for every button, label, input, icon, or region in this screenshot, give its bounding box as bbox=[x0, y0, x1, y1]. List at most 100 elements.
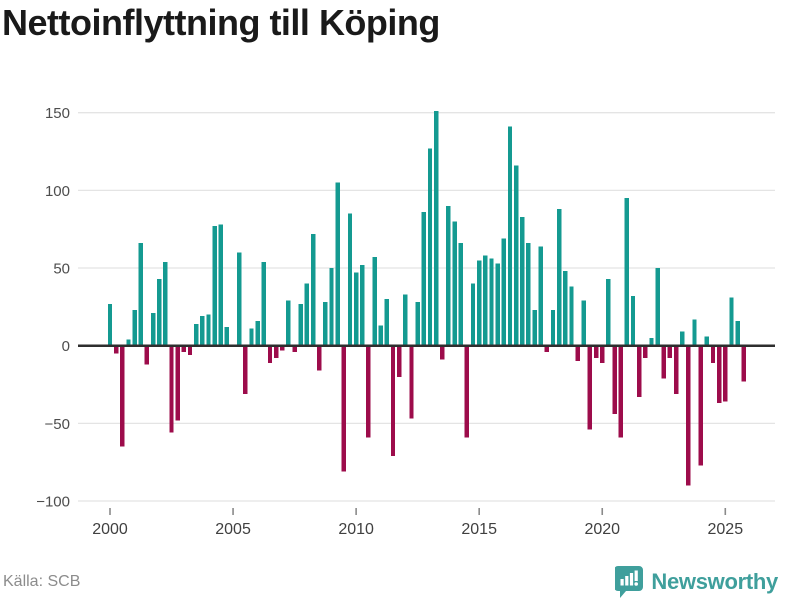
bar bbox=[686, 345, 691, 486]
bar bbox=[427, 148, 433, 346]
brand-footer: Newsworthy bbox=[615, 566, 778, 598]
bar bbox=[624, 198, 630, 346]
bar bbox=[520, 216, 525, 346]
bar bbox=[329, 268, 334, 346]
bar bbox=[243, 345, 248, 394]
bar bbox=[310, 233, 316, 346]
bar bbox=[181, 345, 187, 352]
bar bbox=[193, 323, 199, 346]
bar bbox=[120, 345, 125, 447]
bar bbox=[729, 297, 734, 346]
bar bbox=[446, 205, 451, 346]
bar bbox=[366, 345, 371, 438]
bar bbox=[280, 345, 285, 351]
bar bbox=[224, 327, 230, 346]
bar bbox=[304, 283, 310, 346]
bar bbox=[476, 260, 482, 346]
bar bbox=[218, 224, 223, 346]
bar bbox=[298, 303, 303, 346]
bar bbox=[692, 319, 697, 346]
y-tick-label: 100 bbox=[45, 183, 70, 200]
bar bbox=[661, 345, 666, 379]
bar bbox=[513, 165, 519, 346]
y-tick-label: 150 bbox=[45, 105, 70, 122]
y-axis-labels: 150 100 50 0 −50 −100 bbox=[36, 105, 70, 510]
bar bbox=[464, 345, 470, 438]
bar bbox=[415, 302, 420, 346]
bar bbox=[710, 345, 716, 363]
bar bbox=[261, 261, 267, 346]
bar bbox=[390, 345, 396, 456]
y-tick-label: −100 bbox=[36, 494, 70, 511]
bar bbox=[341, 345, 347, 472]
bar bbox=[157, 278, 162, 346]
bar bbox=[600, 345, 605, 363]
x-axis-labels: 2000 2005 2010 2015 2020 2025 bbox=[92, 521, 743, 538]
source-note: Källa: SCB bbox=[3, 573, 81, 590]
bar bbox=[378, 325, 383, 346]
bar bbox=[360, 264, 365, 346]
logo-bar-1 bbox=[620, 579, 625, 586]
bar bbox=[409, 345, 414, 419]
bar bbox=[655, 268, 660, 346]
bar bbox=[396, 345, 402, 377]
bar bbox=[741, 345, 746, 382]
bar bbox=[698, 345, 703, 466]
bar bbox=[421, 212, 426, 346]
bar bbox=[107, 303, 113, 346]
newsworthy-logo-icon bbox=[615, 566, 644, 598]
bar bbox=[292, 345, 297, 352]
bar bbox=[618, 345, 623, 438]
x-axis-ticks bbox=[109, 508, 727, 515]
bar bbox=[200, 316, 205, 346]
bar bbox=[237, 252, 242, 346]
bar bbox=[507, 126, 513, 346]
bar bbox=[138, 243, 143, 346]
bar bbox=[206, 314, 211, 346]
logo-exclamation-dot bbox=[634, 582, 639, 586]
logo-exclamation-stem bbox=[635, 570, 639, 581]
gridlines bbox=[78, 112, 775, 502]
bar bbox=[317, 345, 322, 371]
bar bbox=[630, 295, 636, 346]
bar bbox=[267, 345, 273, 363]
bar bbox=[458, 243, 463, 346]
bar bbox=[347, 213, 353, 346]
bar bbox=[483, 255, 488, 346]
bar bbox=[384, 299, 390, 346]
bar bbox=[249, 328, 254, 346]
bar bbox=[212, 226, 217, 346]
bar bbox=[593, 345, 599, 359]
bar bbox=[581, 300, 586, 346]
logo-bar-3 bbox=[630, 573, 634, 586]
bar bbox=[550, 309, 556, 346]
bar bbox=[723, 345, 728, 402]
bar bbox=[735, 320, 740, 346]
bar bbox=[673, 345, 679, 394]
bar bbox=[452, 221, 457, 346]
bar bbox=[501, 238, 506, 346]
bar bbox=[575, 345, 580, 362]
x-tick-label: 2000 bbox=[92, 521, 128, 538]
bar bbox=[495, 263, 500, 346]
bar bbox=[556, 209, 562, 346]
x-tick-label: 2015 bbox=[461, 521, 497, 538]
x-tick-label: 2010 bbox=[338, 521, 374, 538]
bar bbox=[704, 336, 710, 346]
bar bbox=[113, 345, 119, 354]
bar bbox=[470, 283, 476, 346]
bar bbox=[538, 246, 543, 346]
x-tick-label: 2025 bbox=[708, 521, 744, 538]
x-tick-label: 2005 bbox=[215, 521, 251, 538]
bar bbox=[544, 345, 550, 352]
logo-bar-2 bbox=[625, 576, 629, 586]
bar bbox=[323, 302, 328, 346]
bar bbox=[255, 320, 260, 346]
y-tick-label: 0 bbox=[62, 338, 70, 355]
bar bbox=[353, 272, 359, 346]
bar bbox=[636, 345, 642, 397]
bar bbox=[716, 345, 722, 404]
bar bbox=[489, 258, 494, 346]
